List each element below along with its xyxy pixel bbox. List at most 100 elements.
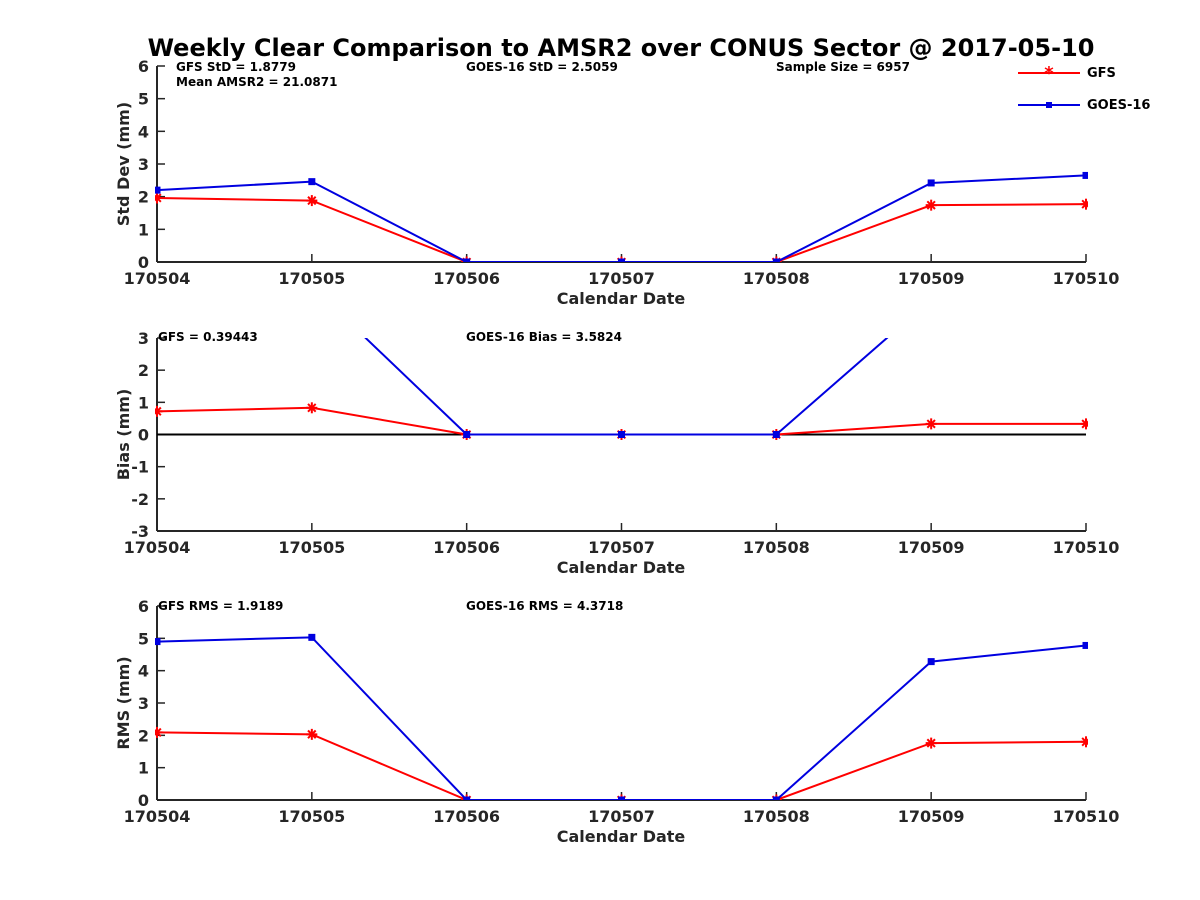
stat-annotation: GFS RMS = 1.9189 <box>158 599 283 613</box>
data-point <box>925 418 937 430</box>
x-tick-label: 170508 <box>743 269 810 288</box>
legend-goes-label: GOES-16 <box>1087 98 1150 113</box>
data-point <box>927 179 935 187</box>
y-tick-label: 6 <box>138 597 149 616</box>
y-tick-label: 3 <box>138 694 149 713</box>
data-point <box>1080 418 1088 430</box>
x-tick-label: 170508 <box>743 807 810 826</box>
data-point <box>308 178 316 186</box>
y-tick-label: 3 <box>138 155 149 174</box>
stat-annotation: GOES-16 Bias = 3.5824 <box>466 330 622 344</box>
x-tick-label: 170508 <box>743 538 810 557</box>
x-axis-label: Calendar Date <box>557 558 686 577</box>
stat-annotation: Sample Size = 6957 <box>776 60 910 74</box>
stat-annotation: Mean AMSR2 = 21.0871 <box>176 75 337 89</box>
y-tick-label: 1 <box>138 220 149 239</box>
legend-gfs-label: GFS <box>1087 66 1116 81</box>
data-point <box>155 186 161 194</box>
data-point <box>155 405 163 417</box>
data-point <box>463 431 471 438</box>
rms-panel: 0 1 2 3 4 5 6 170504 170505 170506 170507 170508 170… <box>114 597 1119 846</box>
x-tick-label: 170504 <box>124 269 191 288</box>
x-tick-label: 170510 <box>1053 538 1120 557</box>
stat-annotation: GOES-16 RMS = 4.3718 <box>466 599 623 613</box>
data-point <box>772 431 780 438</box>
y-tick-label: -1 <box>131 458 149 477</box>
stat-annotation: GOES-16 StD = 2.5059 <box>466 60 618 74</box>
data-point <box>306 728 318 740</box>
y-tick-label: 2 <box>138 361 149 380</box>
y-tick-label: 5 <box>138 629 149 648</box>
x-tick-label: 170506 <box>433 807 500 826</box>
data-point <box>155 192 163 204</box>
data-point <box>925 737 937 749</box>
x-axis-label: Calendar Date <box>557 827 686 846</box>
y-tick-label: 5 <box>138 90 149 109</box>
y-tick-label: 3 <box>138 329 149 348</box>
data-point <box>772 796 780 800</box>
x-tick-label: 170507 <box>588 269 655 288</box>
x-tick-label: 170505 <box>278 269 345 288</box>
data-point <box>463 796 471 800</box>
x-tick-label: 170504 <box>124 538 191 557</box>
y-tick-label: 6 <box>138 57 149 76</box>
stat-annotation: GFS = 0.39443 <box>158 330 258 344</box>
y-axis-label: Bias (mm) <box>114 389 133 481</box>
series-line-goes-16 <box>156 636 1087 800</box>
y-tick-label: 0 <box>138 253 149 272</box>
std-dev-panel: 0 1 2 3 4 5 6 170504 170505 170506 170507 170508 170… <box>114 57 1119 308</box>
y-tick-label: 2 <box>138 188 149 207</box>
data-point <box>155 638 161 646</box>
series-group <box>155 338 1088 440</box>
data-point <box>1080 198 1088 210</box>
x-tick-label: 170506 <box>433 269 500 288</box>
data-point <box>306 195 318 207</box>
data-point <box>463 258 471 262</box>
y-tick-label: 2 <box>138 726 149 745</box>
x-tick-label: 170509 <box>898 807 965 826</box>
y-axis-label: RMS (mm) <box>114 656 133 749</box>
stat-annotation: GFS StD = 1.8779 <box>176 60 296 74</box>
data-point <box>308 633 316 641</box>
series-line-goes-16 <box>364 338 889 436</box>
data-point <box>1082 171 1088 179</box>
y-tick-label: 0 <box>138 791 149 810</box>
data-point <box>155 726 163 738</box>
data-point <box>1080 736 1088 748</box>
y-tick-label: 0 <box>138 426 149 445</box>
legend-goes-marker <box>1046 102 1052 108</box>
y-axis-label: Std Dev (mm) <box>114 102 133 226</box>
legend-gfs-marker: * <box>1044 63 1054 84</box>
x-tick-label: 170505 <box>278 807 345 826</box>
data-point <box>618 258 625 262</box>
y-tick-label: 1 <box>138 393 149 412</box>
y-tick-label: 1 <box>138 759 149 778</box>
y-tick-label: 4 <box>138 662 149 681</box>
bias-panel: -3 -2 -1 0 1 2 3 170504 170505 170506 170507 170508… <box>114 329 1120 577</box>
series-group <box>155 633 1088 800</box>
x-tick-label: 170504 <box>124 807 191 826</box>
data-point <box>618 796 625 800</box>
data-point <box>927 658 935 666</box>
y-tick-label: 4 <box>138 122 149 141</box>
series-line-goes-16 <box>156 174 1087 262</box>
chart-title: Weekly Clear Comparison to AMSR2 over CO… <box>148 34 1095 62</box>
x-tick-label: 170510 <box>1053 807 1120 826</box>
x-tick-label: 170505 <box>278 538 345 557</box>
data-point <box>1082 641 1088 649</box>
x-axis-label: Calendar Date <box>557 289 686 308</box>
x-tick-label: 170506 <box>433 538 500 557</box>
x-tick-label: 170507 <box>588 807 655 826</box>
data-point <box>772 258 780 262</box>
series-line-gfs <box>156 731 1087 800</box>
series-line-gfs <box>156 196 1087 262</box>
x-tick-label: 170510 <box>1053 269 1120 288</box>
x-tick-label: 170509 <box>898 538 965 557</box>
x-tick-label: 170509 <box>898 269 965 288</box>
series-group <box>155 171 1088 262</box>
x-tick-label: 170507 <box>588 538 655 557</box>
y-tick-label: -2 <box>131 490 149 509</box>
data-point <box>306 402 318 414</box>
legend: * GFS GOES-16 <box>1018 63 1150 113</box>
